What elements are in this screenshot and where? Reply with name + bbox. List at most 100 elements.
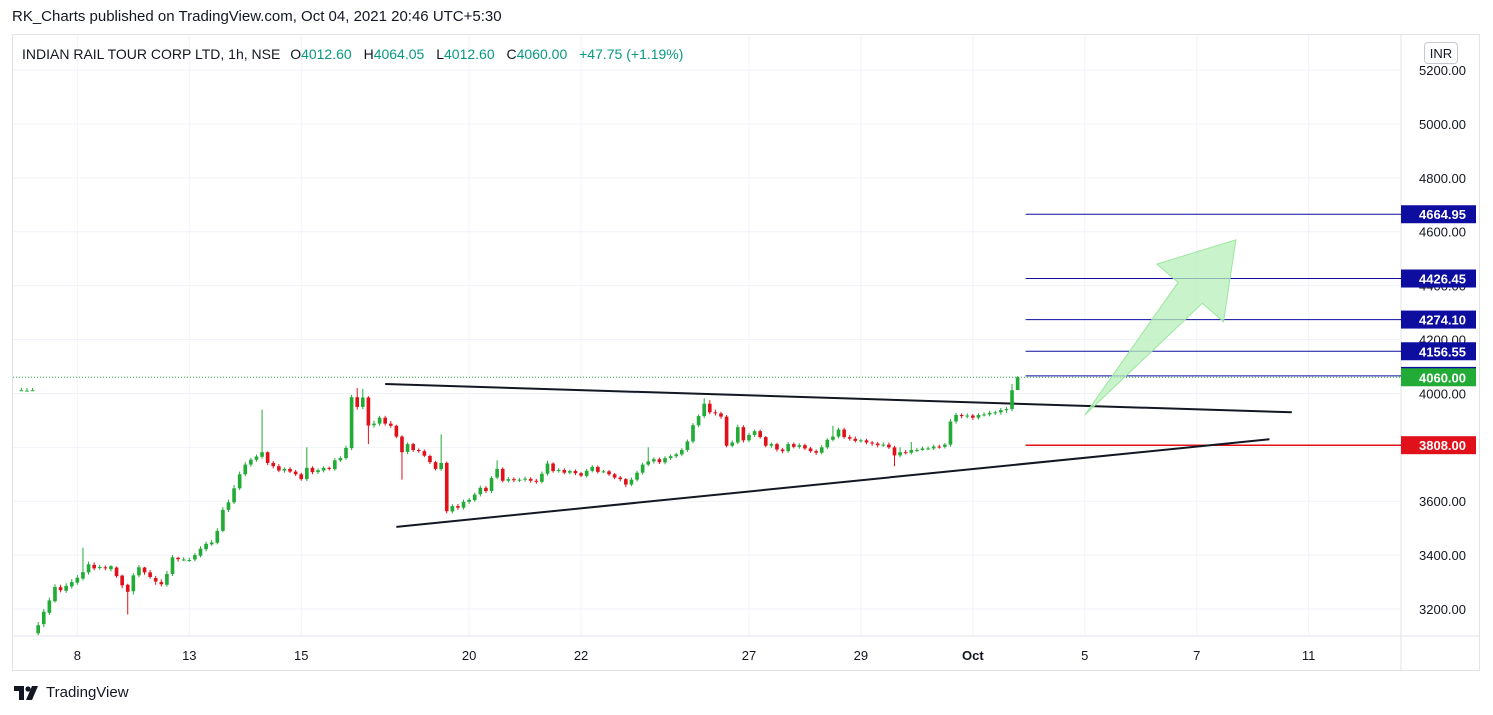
candle-body <box>467 499 471 502</box>
candle-up <box>332 458 337 471</box>
trendline <box>396 438 1270 528</box>
candle-down <box>176 556 180 562</box>
candle-down <box>394 424 399 439</box>
candle-up <box>545 460 550 476</box>
candle-body <box>215 530 220 543</box>
candle-body <box>859 440 863 442</box>
candle-up <box>668 454 673 461</box>
candle-body <box>685 441 690 451</box>
candle-body <box>170 557 175 575</box>
candle-body <box>193 555 197 560</box>
candle-body <box>668 456 673 459</box>
candle-up <box>652 457 656 464</box>
candle-up <box>948 419 953 447</box>
legend-low-label: L <box>436 46 444 62</box>
candle-up <box>931 444 936 451</box>
candle-up <box>193 552 197 562</box>
candle-up <box>881 442 886 447</box>
candle-body <box>86 564 91 573</box>
candle-up <box>69 579 74 589</box>
candle-up <box>825 438 830 449</box>
candle-down <box>741 425 746 443</box>
candle-body <box>523 478 527 480</box>
candle-up <box>204 541 208 552</box>
candle-up <box>237 471 242 490</box>
candle-body <box>775 444 779 450</box>
candle-down <box>713 409 718 416</box>
candle-body <box>332 460 337 470</box>
candle-up <box>305 447 309 482</box>
candle-up <box>976 413 981 420</box>
candle-body <box>439 462 443 470</box>
grid <box>13 35 1479 671</box>
candle-down <box>444 461 449 514</box>
symbol-legend[interactable]: INDIAN RAIL TOUR CORP LTD, 1h, NSE O4012… <box>22 46 683 62</box>
target-level-label: 4426.45 <box>1401 269 1476 288</box>
candle-body <box>640 464 645 473</box>
chart-frame[interactable] <box>12 34 1480 671</box>
candle-body <box>271 462 276 467</box>
price-tick-label: 3200.00 <box>1419 602 1466 617</box>
candle-body <box>92 564 96 569</box>
level-labels: 4664.954426.454274.104156.554065.103808.… <box>1401 205 1476 455</box>
candle-down <box>719 411 723 419</box>
candle-down <box>355 388 360 410</box>
time-tick-label: 20 <box>462 648 476 663</box>
candle-body <box>506 479 511 481</box>
legend-low: 4012.60 <box>444 46 495 62</box>
candle-up <box>696 414 701 428</box>
candle-up <box>53 584 57 603</box>
legend-close: 4060.00 <box>516 46 568 62</box>
candle-up <box>674 452 679 459</box>
candle-up <box>439 434 443 471</box>
candle-up <box>769 442 774 448</box>
candle-up <box>943 443 947 449</box>
candle-body <box>265 452 270 463</box>
candle-down <box>657 457 662 465</box>
legend-open-label: O <box>290 46 302 62</box>
candle-body <box>556 469 561 472</box>
tradingview-brand[interactable]: TradingView <box>14 684 129 701</box>
candle-body <box>103 567 108 569</box>
candle-body <box>590 467 595 471</box>
candle-up <box>81 547 85 581</box>
candle-down <box>887 442 891 449</box>
candle-body <box>652 459 656 462</box>
candle-body <box>305 467 309 480</box>
candle-up <box>221 507 225 533</box>
candle-body <box>702 403 707 417</box>
target-level-label-bg <box>1401 269 1476 288</box>
candle-body <box>254 456 259 460</box>
candle-body <box>489 478 494 492</box>
candle-down <box>618 475 623 482</box>
currency-button[interactable]: INR <box>1424 42 1458 64</box>
candle-body <box>713 412 718 414</box>
candle-down <box>579 471 583 478</box>
candle-up <box>523 476 527 482</box>
candle-body <box>730 442 735 446</box>
candle-body <box>299 474 304 480</box>
candle-down <box>763 436 768 448</box>
candle-body <box>646 461 651 465</box>
candle-body <box>870 442 874 444</box>
candle-body <box>243 464 248 475</box>
candle-body <box>97 567 102 569</box>
candle-body <box>114 567 119 577</box>
candle-up <box>489 476 494 494</box>
candle-body <box>316 470 320 473</box>
candle-down <box>92 562 96 571</box>
candle-up <box>747 432 751 443</box>
candle-up <box>41 609 46 628</box>
candle-down <box>366 396 371 445</box>
candle-body <box>875 443 880 446</box>
time-tick-label: 15 <box>294 648 308 663</box>
candle-up <box>321 466 326 473</box>
candle-down <box>803 443 807 451</box>
candle-body <box>47 600 52 613</box>
candle-up <box>170 555 175 576</box>
candle-up <box>601 469 606 474</box>
candle-up <box>36 621 41 636</box>
target-level-label: 4274.10 <box>1401 310 1476 329</box>
candle-up <box>506 476 511 483</box>
